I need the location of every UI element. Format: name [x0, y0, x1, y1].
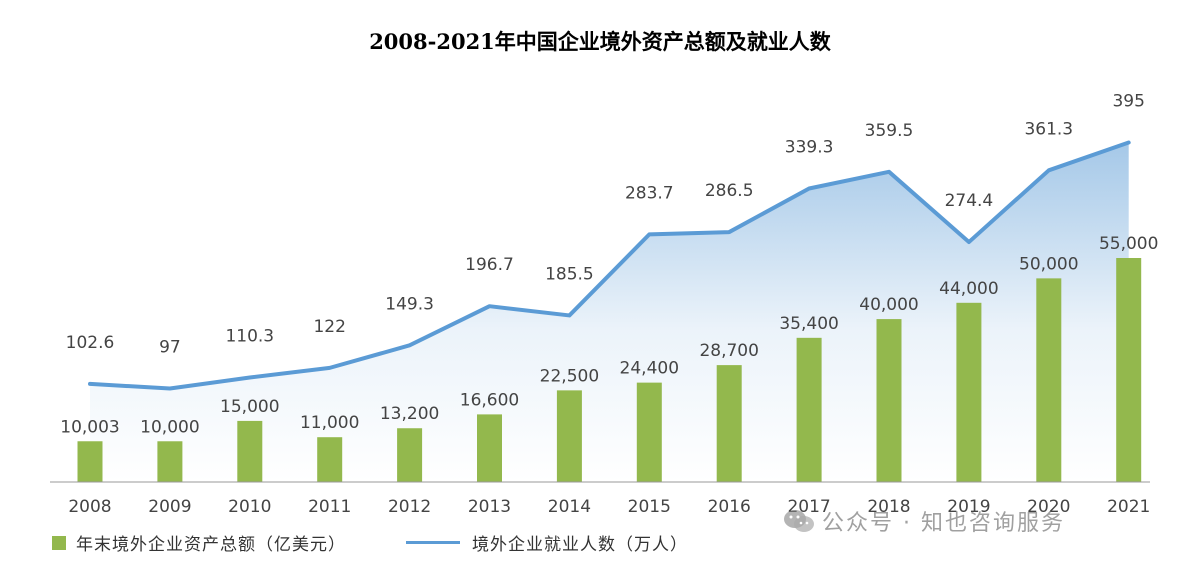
- employment-area: [90, 142, 1129, 482]
- line-label-2013: 196.7: [465, 255, 514, 275]
- line-label-2008: 102.6: [66, 333, 115, 353]
- legend-label-employment: 境外企业就业人数（万人）: [472, 535, 688, 555]
- legend-line-swatch: [406, 541, 460, 544]
- bar-2013: [477, 414, 502, 482]
- bar-label-2019: 44,000: [939, 279, 998, 299]
- bar-label-2012: 13,200: [380, 404, 439, 424]
- x-tick-2018: 2018: [867, 497, 910, 517]
- bar-label-2020: 50,000: [1019, 254, 1078, 274]
- legend-item-employment: 境外企业就业人数（万人）: [406, 530, 688, 555]
- x-tick-2015: 2015: [628, 497, 671, 517]
- line-label-2021: 395: [1112, 92, 1144, 112]
- bar-2008: [77, 441, 103, 482]
- line-label-2015: 283.7: [625, 183, 674, 203]
- x-tick-2016: 2016: [708, 497, 751, 517]
- line-label-2012: 149.3: [385, 294, 434, 314]
- legend-label-assets: 年末境外企业资产总额（亿美元）: [76, 535, 346, 555]
- line-label-2014: 185.5: [545, 264, 594, 284]
- bar-label-2010: 15,000: [220, 397, 279, 417]
- line-label-2019: 274.4: [945, 191, 994, 211]
- bar-2017: [796, 337, 822, 482]
- x-tick-2012: 2012: [388, 497, 431, 517]
- employment-line: [88, 140, 1131, 391]
- bar-label-2011: 11,000: [300, 413, 359, 433]
- bar-2011: [317, 437, 343, 482]
- bar-label-2016: 28,700: [699, 341, 758, 361]
- x-tick-2014: 2014: [548, 497, 591, 517]
- legend-item-assets: 年末境外企业资产总额（亿美元）: [52, 530, 346, 555]
- line-label-2011: 122: [313, 317, 345, 337]
- x-tick-2019: 2019: [947, 497, 990, 517]
- bar-label-2021: 55,000: [1099, 234, 1158, 254]
- bar-label-2013: 16,600: [460, 390, 519, 410]
- legend-bar-swatch: [52, 535, 66, 550]
- bar-label-2018: 40,000: [859, 295, 918, 315]
- watermark-text: 公众号 · 知也咨询服务: [822, 511, 1065, 536]
- x-tick-2009: 2009: [148, 497, 191, 517]
- bar-label-2008: 10,003: [60, 417, 119, 437]
- bar-2019: [956, 302, 982, 482]
- bar-label-2015: 24,400: [620, 359, 679, 379]
- wechat-icon: [784, 510, 814, 532]
- line-label-2010: 110.3: [225, 327, 274, 347]
- bar-2010: [237, 420, 263, 482]
- bar-label-2009: 10,000: [140, 417, 199, 437]
- x-tick-2011: 2011: [308, 497, 351, 517]
- bar-2009: [157, 441, 183, 482]
- bar-2018: [876, 319, 902, 482]
- x-tick-2013: 2013: [468, 497, 511, 517]
- watermark: 公众号 · 知也咨询服务: [782, 505, 1065, 537]
- line-label-2020: 361.3: [1024, 119, 1073, 139]
- bar-2012: [397, 428, 423, 482]
- x-tick-2008: 2008: [68, 497, 111, 517]
- line-label-2018: 359.5: [865, 121, 914, 141]
- line-label-2017: 339.3: [785, 137, 834, 157]
- bar-label-2014: 22,500: [540, 366, 599, 386]
- line-label-2009: 97: [159, 338, 181, 358]
- bar-2014: [556, 390, 582, 482]
- line-label-2016: 286.5: [705, 181, 754, 201]
- bar-2020: [1036, 278, 1062, 482]
- x-tick-2010: 2010: [228, 497, 271, 517]
- x-tick-2021: 2021: [1107, 497, 1150, 517]
- x-tick-2020: 2020: [1027, 497, 1070, 517]
- chart-title: 2008-2021年中国企业境外资产总额及就业人数: [369, 29, 831, 54]
- bar-label-2017: 35,400: [779, 314, 838, 334]
- bar-2015: [636, 382, 662, 482]
- bar-2016: [716, 365, 742, 482]
- bar-2021: [1116, 258, 1142, 482]
